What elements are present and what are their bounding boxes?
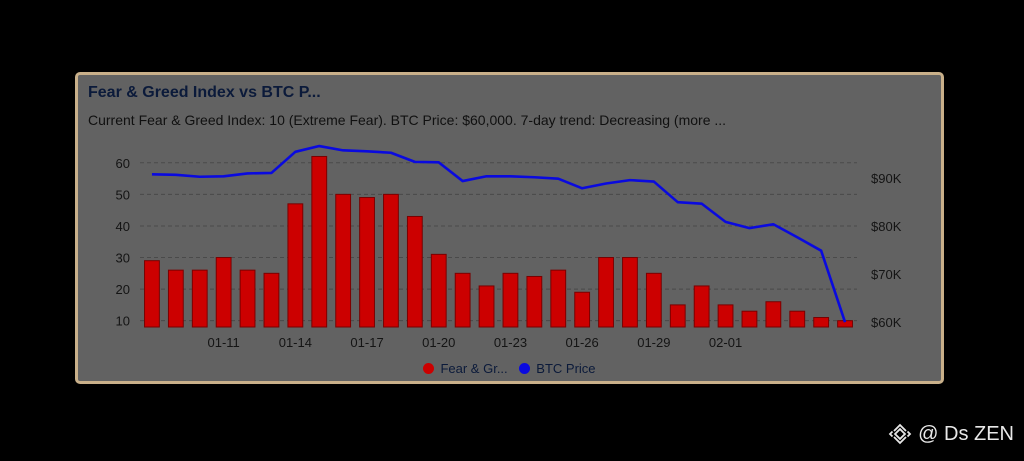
fear-greed-bar (550, 269, 567, 328)
y-left-tick-label: 10 (116, 314, 130, 329)
legend-label-btc-price: BTC Price (536, 361, 596, 376)
fear-greed-bar (478, 285, 495, 328)
x-tick-label: 02-01 (709, 335, 742, 350)
btc-price-line (151, 144, 847, 323)
legend-swatch-fear-greed (423, 363, 435, 374)
chart-card: Fear & Greed Index vs BTC P... Current F… (75, 72, 944, 384)
fear-greed-bar (144, 260, 160, 328)
fear-greed-bar (693, 285, 710, 328)
fear-greed-bar (311, 155, 328, 328)
y-left-tick-label: 30 (116, 251, 130, 266)
y-left-tick-label: 20 (116, 282, 130, 297)
y-left-tick-label: 60 (116, 156, 130, 171)
fear-greed-bar (335, 193, 352, 328)
y-left-tick-label: 50 (116, 187, 130, 202)
y-right-tick-label: $80K (871, 219, 902, 234)
fear-greed-bar (191, 269, 208, 328)
fear-greed-bar (239, 269, 256, 328)
x-tick-label: 01-29 (637, 335, 670, 350)
fear-greed-bar (383, 193, 399, 328)
x-tick-label: 01-26 (566, 335, 599, 350)
chart-title: Fear & Greed Index vs BTC P... (88, 84, 321, 101)
fear-greed-bar (526, 275, 543, 328)
fear-greed-bar (430, 253, 447, 328)
legend-item-fear-greed[interactable]: Fear & Gr... (423, 361, 508, 376)
fear-greed-bar (406, 215, 423, 328)
x-tick-label: 01-14 (279, 335, 312, 350)
fear-greed-bar (215, 257, 232, 328)
binance-logo-icon (888, 423, 912, 445)
fear-greed-bar (167, 269, 184, 328)
fear-greed-bar (574, 291, 591, 328)
legend-swatch-btc-price (519, 363, 531, 374)
legend-item-btc-price[interactable]: BTC Price (519, 361, 596, 376)
fear-greed-bar (741, 310, 758, 328)
watermark-text: @ Ds ZEN (918, 422, 1014, 445)
y-left-tick-label: 40 (116, 219, 130, 234)
watermark: @ Ds ZEN (888, 422, 1014, 446)
fear-greed-bar (813, 317, 830, 328)
chart-legend: Fear & Gr... BTC Price (78, 361, 941, 377)
y-right-tick-label: $70K (871, 267, 902, 282)
x-tick-label: 01-20 (422, 335, 455, 350)
y-right-tick-label: $90K (871, 171, 902, 186)
chart-subtitle: Current Fear & Greed Index: 10 (Extreme … (88, 112, 727, 128)
legend-label-fear-greed: Fear & Gr... (440, 361, 508, 376)
fear-greed-bar (598, 257, 614, 328)
fear-greed-bar (263, 272, 280, 328)
fear-greed-bar (454, 272, 471, 328)
fear-greed-bar (717, 304, 734, 328)
fear-greed-bar (789, 310, 806, 328)
x-tick-label: 01-17 (350, 335, 383, 350)
x-tick-label: 01-11 (208, 335, 240, 350)
fear-greed-bar (287, 203, 304, 328)
fear-greed-bar (502, 272, 519, 328)
fear-greed-bar (645, 272, 662, 328)
y-right-tick-label: $60K (871, 315, 902, 330)
fear-greed-bar (359, 197, 375, 328)
fear-greed-bar (669, 304, 686, 328)
fear-greed-bar (622, 257, 638, 328)
chart-plot: 10 20 30 40 50 60 $60K $70K $80K $90K 01-11 01-14 01… (116, 144, 902, 350)
fear-greed-bar (765, 301, 782, 328)
x-tick-label: 01-23 (494, 335, 527, 350)
